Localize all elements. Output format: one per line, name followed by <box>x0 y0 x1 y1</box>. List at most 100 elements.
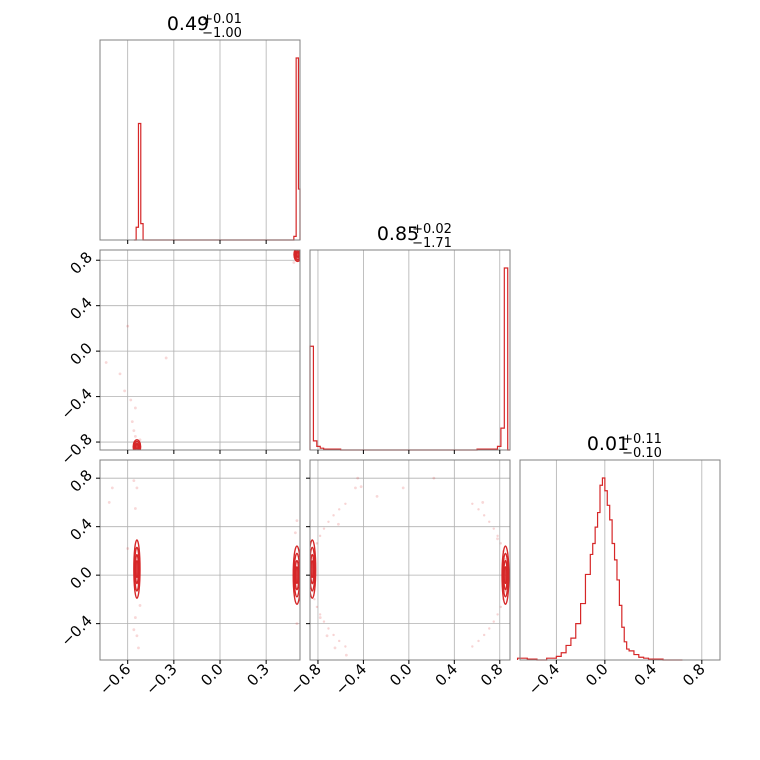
scatter-point <box>135 486 139 490</box>
scatter-point <box>132 479 136 483</box>
y-tick-label: −0.8 <box>58 430 96 468</box>
hist-background <box>310 250 510 450</box>
pair-content <box>310 476 510 657</box>
pair-panel-1-0 <box>99 249 301 451</box>
pair-content <box>107 479 300 650</box>
scatter-point <box>333 646 337 650</box>
arc-point <box>327 520 330 524</box>
arc-point <box>332 514 335 517</box>
y-tick-label: 0.8 <box>66 248 96 278</box>
scatter-point <box>118 372 122 376</box>
hist-panel-0: 0.49+0.01−1.00 <box>99 12 301 241</box>
hist-panel-1: 0.85+0.02−1.71 <box>309 222 511 451</box>
contour-level <box>133 440 141 450</box>
arc-point <box>322 620 326 623</box>
hist-frame <box>309 249 511 451</box>
x-tick-label: 0.0 <box>582 660 612 690</box>
contour-level <box>292 545 300 605</box>
contour-level <box>501 545 510 605</box>
scatter-point <box>164 356 168 360</box>
x-tick-label: −0.6 <box>96 660 134 698</box>
contour-core <box>296 252 299 257</box>
hist-title-minus: −1.71 <box>412 236 452 251</box>
arc-point <box>344 645 347 648</box>
scatter-point <box>133 434 137 438</box>
hist-background <box>100 40 300 240</box>
pair-panel-2-1 <box>309 459 511 661</box>
scatter-point <box>133 507 137 510</box>
scatter-point <box>129 398 133 402</box>
arc-point <box>327 627 330 630</box>
scatter-point <box>375 494 379 498</box>
x-tick-label: −0.8 <box>286 660 324 698</box>
arc-point <box>471 645 474 648</box>
scatter-point <box>126 547 130 550</box>
y-tick-label: −0.4 <box>58 612 96 650</box>
arc-point <box>338 508 341 511</box>
scatter-point <box>138 604 142 607</box>
hist-title-median: 0.01 <box>587 433 629 455</box>
arc-point <box>503 557 507 561</box>
scatter-point <box>123 389 127 393</box>
arc-point <box>499 542 503 545</box>
contour-level <box>294 250 300 261</box>
scatter-point <box>107 501 111 504</box>
contour-level <box>310 539 317 599</box>
scatter-point <box>496 537 499 541</box>
y-tick-label: −0.4 <box>58 385 96 423</box>
scatter-point <box>401 486 405 490</box>
scatter-point <box>130 420 134 423</box>
y-tick-label: 0.0 <box>66 563 96 593</box>
hist-title-minus: −1.00 <box>202 26 242 41</box>
arc-point <box>496 613 499 616</box>
contour-core <box>504 566 507 584</box>
x-tick-label: 0.8 <box>679 660 709 690</box>
scatter-point <box>318 616 322 619</box>
hist-frame <box>519 459 721 661</box>
x-tick-label: −0.4 <box>332 660 370 698</box>
arc-point <box>496 534 499 538</box>
arc-point <box>318 613 322 616</box>
contour-level <box>502 552 509 598</box>
x-tick-label: 0.0 <box>386 660 416 690</box>
arc-point <box>471 502 474 506</box>
pair-frame <box>99 249 301 451</box>
y-tick-label: 0.0 <box>66 339 96 369</box>
contour-core <box>311 560 314 578</box>
arc-point <box>344 502 347 506</box>
scatter-point <box>295 622 299 626</box>
contour-core <box>295 566 299 584</box>
x-tick-label: 0.0 <box>197 660 227 690</box>
scatter-point <box>295 519 299 523</box>
scatter-point <box>292 261 296 264</box>
hist-title-plus: +0.01 <box>202 12 242 27</box>
panels-layer: 0.49+0.01−1.000.85+0.02−1.710.01+0.11−0.… <box>58 12 721 699</box>
arc-point <box>477 508 480 511</box>
pair-frame <box>99 459 301 661</box>
arc-point <box>313 597 316 601</box>
scatter-point <box>126 324 130 328</box>
pair-frame <box>309 459 511 661</box>
hist-title-median: 0.49 <box>167 13 209 35</box>
arc-point <box>482 633 486 637</box>
hist-title-minus: −0.10 <box>622 446 662 461</box>
x-tick-label: −0.3 <box>142 660 180 698</box>
hist-frame <box>99 39 301 241</box>
y-tick-label: 0.8 <box>66 466 96 496</box>
scatter-point <box>132 429 136 433</box>
scatter-point <box>137 646 140 650</box>
scatter-point <box>133 616 137 619</box>
pair-content <box>104 250 300 450</box>
arc-point <box>322 527 326 530</box>
arc-point <box>492 620 495 623</box>
contour-core <box>135 560 139 578</box>
contour-level <box>293 250 300 263</box>
pair-background <box>310 460 510 660</box>
scatter-point <box>432 476 436 480</box>
arc-point <box>503 590 507 593</box>
x-tick-label: −0.4 <box>525 660 563 698</box>
scatter-point <box>481 501 485 504</box>
scatter-point <box>132 628 136 632</box>
scatter-point <box>110 486 114 490</box>
pair-background <box>100 250 300 450</box>
